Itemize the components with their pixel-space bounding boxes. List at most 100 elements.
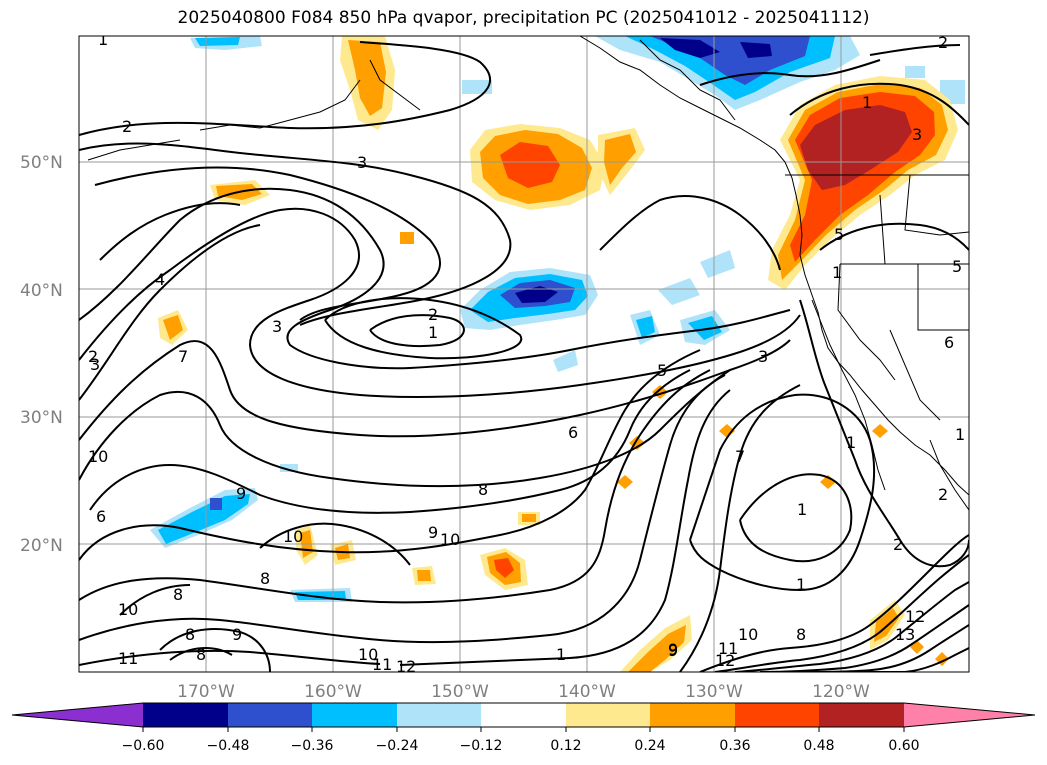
contour-label: 1 (797, 500, 807, 519)
contour-label: 5 (952, 257, 962, 276)
contour-label: 10 (118, 600, 138, 619)
contour-label: 10 (738, 625, 758, 644)
contour-label: 12 (905, 607, 925, 626)
colorbar-tick-label: −0.12 (460, 738, 503, 754)
colorbar-segment (143, 703, 228, 727)
contour-label: 5 (657, 361, 667, 380)
contour-label: 12 (396, 657, 416, 676)
colorbar-tick-label: −0.60 (122, 738, 165, 754)
contour-label: 3 (272, 317, 282, 336)
precip-positive-area (494, 558, 514, 578)
precip-negative-area (553, 350, 578, 372)
colorbar-segment (650, 703, 735, 727)
colorbar-segment (312, 703, 397, 727)
lon-label: 150°W (431, 682, 489, 702)
contour-label: 3 (758, 347, 768, 366)
contour-label: 2 (893, 535, 903, 554)
colorbar: −0.60 −0.48 −0.36 −0.24 −0.12 0.12 0.24 … (11, 702, 1036, 754)
contour-label: 8 (796, 625, 806, 644)
lon-label: 130°W (685, 682, 743, 702)
colorbar-segment (228, 703, 312, 727)
contour-label: 10 (440, 530, 460, 549)
contour-label: 6 (944, 333, 954, 352)
contour-label: 1 (862, 93, 872, 112)
contour-labels: 1 2 3 3 2 1 2 3 1 5 6 5 3 4 3 2 10 6 9 8… (88, 33, 965, 676)
precip-negative-area (905, 66, 925, 78)
contour-label: 6 (568, 423, 578, 442)
precip-positive-area (400, 232, 414, 244)
precip-positive-area (522, 514, 536, 522)
contour-label: 2 (88, 347, 98, 366)
contour-label: 10 (283, 527, 303, 546)
contour-label: 9 (668, 640, 678, 659)
colorbar-ticks (142, 727, 905, 732)
coastlines (87, 36, 969, 511)
precip-negative-area (280, 464, 298, 472)
precip-negative-area (660, 38, 720, 58)
colorbar-segment (397, 703, 481, 727)
lon-label: 140°W (558, 682, 616, 702)
colorbar-segment (735, 703, 819, 727)
contour-label: 8 (173, 585, 183, 604)
lon-label: 170°W (177, 682, 235, 702)
contour-label: 9 (232, 625, 242, 644)
colorbar-tick-label: −0.36 (291, 738, 334, 754)
contour-label: 8 (185, 625, 195, 644)
contour-label: 11 (718, 639, 738, 658)
colorbar-left-extension (12, 703, 143, 727)
contour-label: 12 (715, 651, 735, 670)
lat-label: 50°N (20, 153, 63, 173)
contour-label: 1 (428, 323, 438, 342)
precip-negative-area (700, 250, 735, 278)
contour-label: 8 (478, 480, 488, 499)
contour-label: 2 (938, 485, 948, 504)
contour-label: 3 (90, 355, 100, 374)
lon-label: 120°W (812, 682, 870, 702)
precip-positive-area (604, 134, 636, 185)
lon-label: 160°W (304, 682, 362, 702)
contour-label: 3 (357, 153, 367, 172)
colorbar-segment (819, 703, 904, 727)
precip-positive-area (719, 424, 735, 438)
precip-negative-area (740, 42, 772, 58)
contour-label: 10 (88, 447, 108, 466)
colorbar-tick-label: −0.48 (207, 738, 250, 754)
map-frame (78, 35, 970, 673)
contour-label: 11 (118, 649, 138, 668)
precip-positive-area (874, 608, 899, 642)
colorbar-tick-label: 0.60 (888, 738, 919, 754)
precip-positive-area (800, 105, 912, 190)
colorbar-tick-label: 0.36 (719, 738, 750, 754)
contour-label: 8 (196, 645, 206, 664)
contour-label: 9 (428, 523, 438, 542)
colorbar-segment (566, 703, 650, 727)
precip-positive-area (500, 142, 560, 188)
precip-negative-area (195, 37, 240, 46)
contour-label: 1 (832, 263, 842, 282)
precip-positive-area (617, 475, 633, 489)
precip-positive-area (163, 315, 183, 340)
contour-label: 4 (155, 270, 165, 289)
contour-label: 6 (96, 507, 106, 526)
colorbar-right-extension (904, 703, 1035, 727)
contour-label: 2 (938, 33, 948, 52)
contour-label: 3 (912, 125, 922, 144)
colorbar-tick-label: 0.48 (803, 738, 834, 754)
colorbar-segment (481, 703, 566, 727)
contour-label: 11 (372, 655, 392, 674)
precip-negative-area (210, 498, 222, 510)
precip-positive-area (628, 625, 686, 672)
precip-positive-area (620, 615, 692, 672)
contour-label: 9 (668, 641, 678, 660)
contour-label: 1 (846, 433, 856, 452)
contour-label: 2 (122, 117, 132, 136)
precip-negative-area (462, 80, 492, 94)
lat-label: 40°N (20, 281, 63, 301)
contour-label: 9 (236, 484, 246, 503)
contour-label: 1 (955, 425, 965, 444)
latitude-labels: 50°N 40°N 30°N 20°N (20, 153, 63, 556)
precip-positive-area (348, 40, 386, 116)
contour-label: 5 (834, 225, 844, 244)
contour-label: 13 (895, 625, 915, 644)
